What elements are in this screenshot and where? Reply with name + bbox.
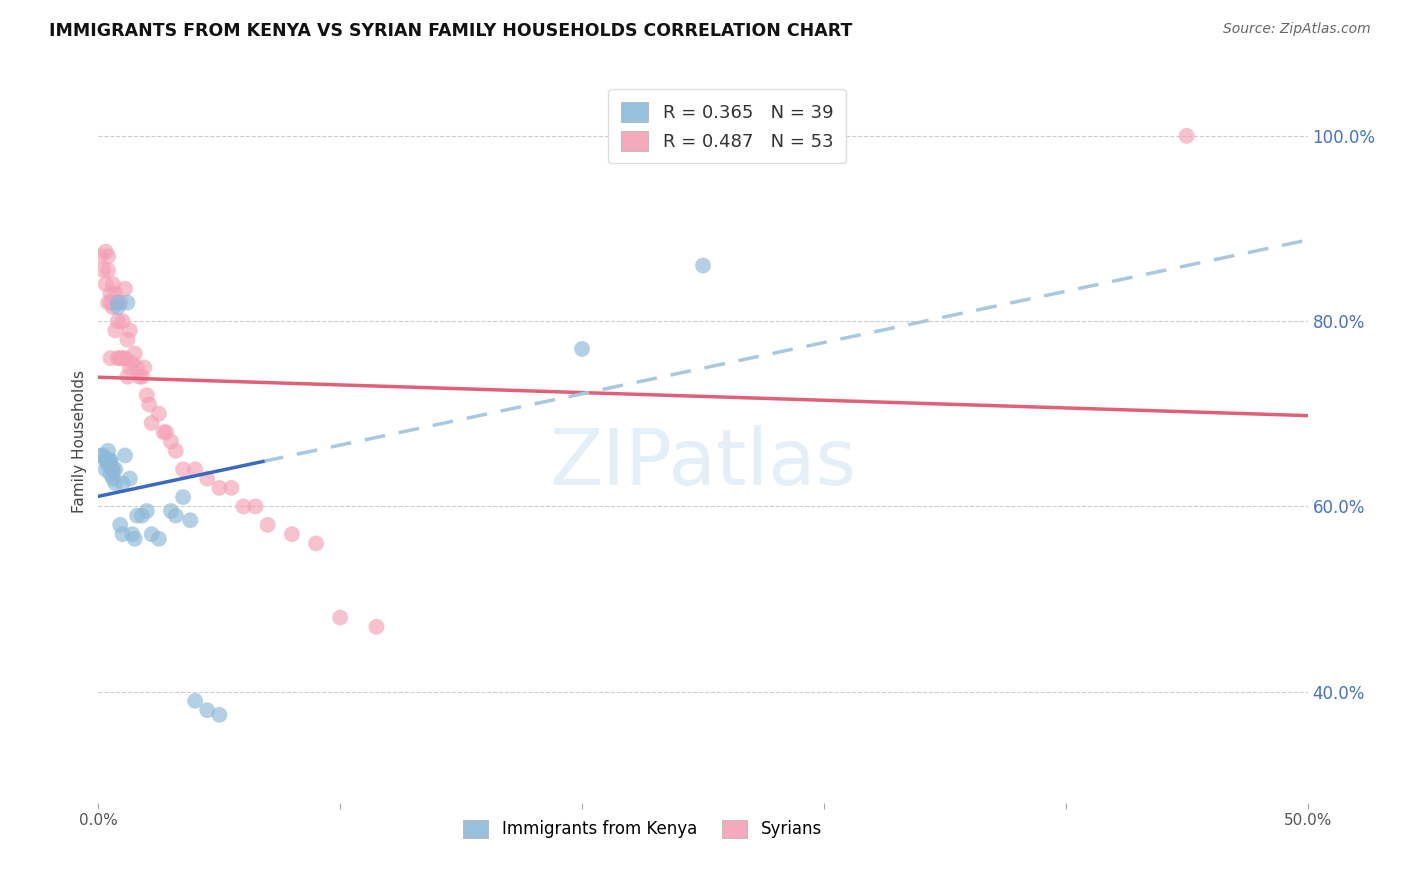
Point <box>148 407 170 421</box>
Point <box>101 464 124 478</box>
Point <box>155 425 177 440</box>
Point <box>94 453 117 467</box>
Point <box>107 351 129 366</box>
Point <box>134 360 156 375</box>
Point <box>100 351 122 366</box>
Text: Source: ZipAtlas.com: Source: ZipAtlas.com <box>1223 22 1371 37</box>
Point <box>141 527 163 541</box>
Point <box>94 462 117 476</box>
Point <box>179 513 201 527</box>
Point <box>104 286 127 301</box>
Point <box>148 532 170 546</box>
Point <box>195 472 218 486</box>
Point <box>135 504 157 518</box>
Point <box>101 300 124 314</box>
Point <box>135 388 157 402</box>
Point <box>111 476 134 491</box>
Point <box>138 397 160 411</box>
Point <box>184 462 207 476</box>
Point <box>117 333 139 347</box>
Point <box>107 300 129 314</box>
Point <box>114 282 136 296</box>
Point <box>90 449 112 463</box>
Point <box>131 369 153 384</box>
Point <box>172 462 194 476</box>
Point <box>111 314 134 328</box>
Point <box>117 295 139 310</box>
Point <box>101 472 124 486</box>
Point <box>97 249 120 263</box>
Point <box>165 508 187 523</box>
Point <box>305 536 328 550</box>
Point <box>104 462 127 476</box>
Point <box>97 295 120 310</box>
Point <box>121 527 143 541</box>
Point <box>100 295 122 310</box>
Point <box>108 351 131 366</box>
Point <box>90 249 112 263</box>
Point <box>100 467 122 481</box>
Point <box>114 449 136 463</box>
Point <box>195 703 218 717</box>
Point <box>111 351 134 366</box>
Point <box>281 527 304 541</box>
Point <box>104 476 127 491</box>
Point <box>107 295 129 310</box>
Point <box>245 500 267 514</box>
Text: ZIPatlas: ZIPatlas <box>550 425 856 501</box>
Point <box>118 323 141 337</box>
Point <box>121 356 143 370</box>
Point <box>160 434 183 449</box>
Point <box>94 244 117 259</box>
Point <box>97 263 120 277</box>
Point <box>91 449 114 463</box>
Point <box>208 707 231 722</box>
Point <box>114 351 136 366</box>
Point <box>104 323 127 337</box>
Point <box>1175 128 1198 143</box>
Point <box>208 481 231 495</box>
Point <box>108 295 131 310</box>
Point <box>101 277 124 291</box>
Point <box>256 517 278 532</box>
Point <box>232 500 254 514</box>
Point <box>152 425 174 440</box>
Point <box>97 458 120 472</box>
Legend: Immigrants from Kenya, Syrians: Immigrants from Kenya, Syrians <box>457 813 828 845</box>
Point <box>571 342 593 356</box>
Point <box>131 508 153 523</box>
Point <box>366 620 388 634</box>
Point <box>160 504 183 518</box>
Point <box>108 517 131 532</box>
Point <box>94 277 117 291</box>
Point <box>127 508 149 523</box>
Point <box>100 455 122 469</box>
Point <box>127 360 149 375</box>
Point <box>118 360 141 375</box>
Point <box>124 346 146 360</box>
Point <box>117 369 139 384</box>
Point <box>165 443 187 458</box>
Point <box>128 369 150 384</box>
Point <box>97 453 120 467</box>
Point <box>91 263 114 277</box>
Point <box>100 286 122 301</box>
Point <box>118 472 141 486</box>
Text: IMMIGRANTS FROM KENYA VS SYRIAN FAMILY HOUSEHOLDS CORRELATION CHART: IMMIGRANTS FROM KENYA VS SYRIAN FAMILY H… <box>49 22 852 40</box>
Point <box>329 610 352 624</box>
Point <box>101 462 124 476</box>
Point <box>97 443 120 458</box>
Point <box>692 259 714 273</box>
Point <box>124 532 146 546</box>
Y-axis label: Family Households: Family Households <box>72 370 87 513</box>
Point <box>221 481 243 495</box>
Point <box>141 416 163 430</box>
Point <box>107 314 129 328</box>
Point <box>172 490 194 504</box>
Point <box>184 694 207 708</box>
Point <box>100 453 122 467</box>
Point <box>111 527 134 541</box>
